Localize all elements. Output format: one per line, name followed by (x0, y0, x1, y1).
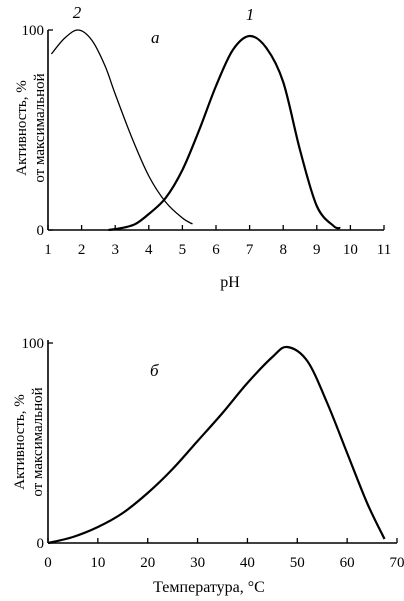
panel-a-xlabel: pH (220, 274, 240, 291)
panel-a-x-tick-label: 3 (111, 242, 119, 258)
panel-b-y-tick-label: 0 (37, 536, 45, 552)
panel-b-x-tick-label: 10 (90, 555, 105, 571)
panel-a-x-tick-label: 4 (145, 242, 153, 258)
curve-2-label: 2 (73, 3, 82, 22)
panel-b-x-tick-label: 70 (390, 555, 404, 571)
panel-a-y-tick-label: 100 (22, 23, 45, 39)
panel-a-x-tick-label: 2 (78, 242, 86, 258)
panel-a-x-tick-label: 1 (44, 242, 52, 258)
panel-a-x-ticks: 1 2 3 4 5 6 7 8 9 10 11 (44, 225, 391, 258)
panel-b-x-tick-label: 60 (340, 555, 355, 571)
panel-b-ylabel-line2: от максимальной (30, 387, 46, 496)
panel-a-x-tick-label: 8 (279, 242, 287, 258)
panel-a-y-tick-label: 0 (37, 223, 45, 239)
panel-b-y-tick-label: 100 (22, 336, 45, 352)
panel-b-x-tick-label: 30 (190, 555, 205, 571)
panel-a-y-ticks: 0 100 (22, 23, 53, 239)
panel-b-ylabel-line1: Активность, % (12, 394, 28, 490)
panel-b-xlabel: Температура, °С (153, 579, 265, 596)
panel-b-x-ticks: 0 10 20 30 40 50 60 70 (44, 538, 404, 571)
panel-b-x-tick-label: 20 (140, 555, 155, 571)
temperature-curve (47, 345, 386, 545)
panel-a-x-tick-label: 11 (377, 242, 391, 258)
panel-b: Активность, % от максимальной 0 10 20 30 40 5… (12, 336, 404, 596)
panel-b-letter: б (150, 361, 159, 380)
panel-a-x-tick-label: 6 (212, 242, 220, 258)
curve-1 (108, 34, 341, 232)
panel-b-x-tick-label: 50 (290, 555, 305, 571)
panel-a-x-tick-label: 5 (179, 242, 187, 258)
panel-a-ylabel-line1: Активность, % (14, 80, 30, 176)
curve-2 (50, 29, 193, 225)
panel-a-ylabel-line2: от максимальной (32, 73, 48, 182)
panel-a-x-tick-label: 10 (343, 242, 358, 258)
panel-a-letter: а (151, 28, 160, 47)
panel-a-x-tick-label: 7 (246, 242, 254, 258)
panel-b-x-tick-label: 40 (240, 555, 255, 571)
panel-a-x-tick-label: 9 (313, 242, 321, 258)
panel-b-x-tick-label: 0 (44, 555, 52, 571)
curve-1-label: 1 (246, 5, 255, 24)
